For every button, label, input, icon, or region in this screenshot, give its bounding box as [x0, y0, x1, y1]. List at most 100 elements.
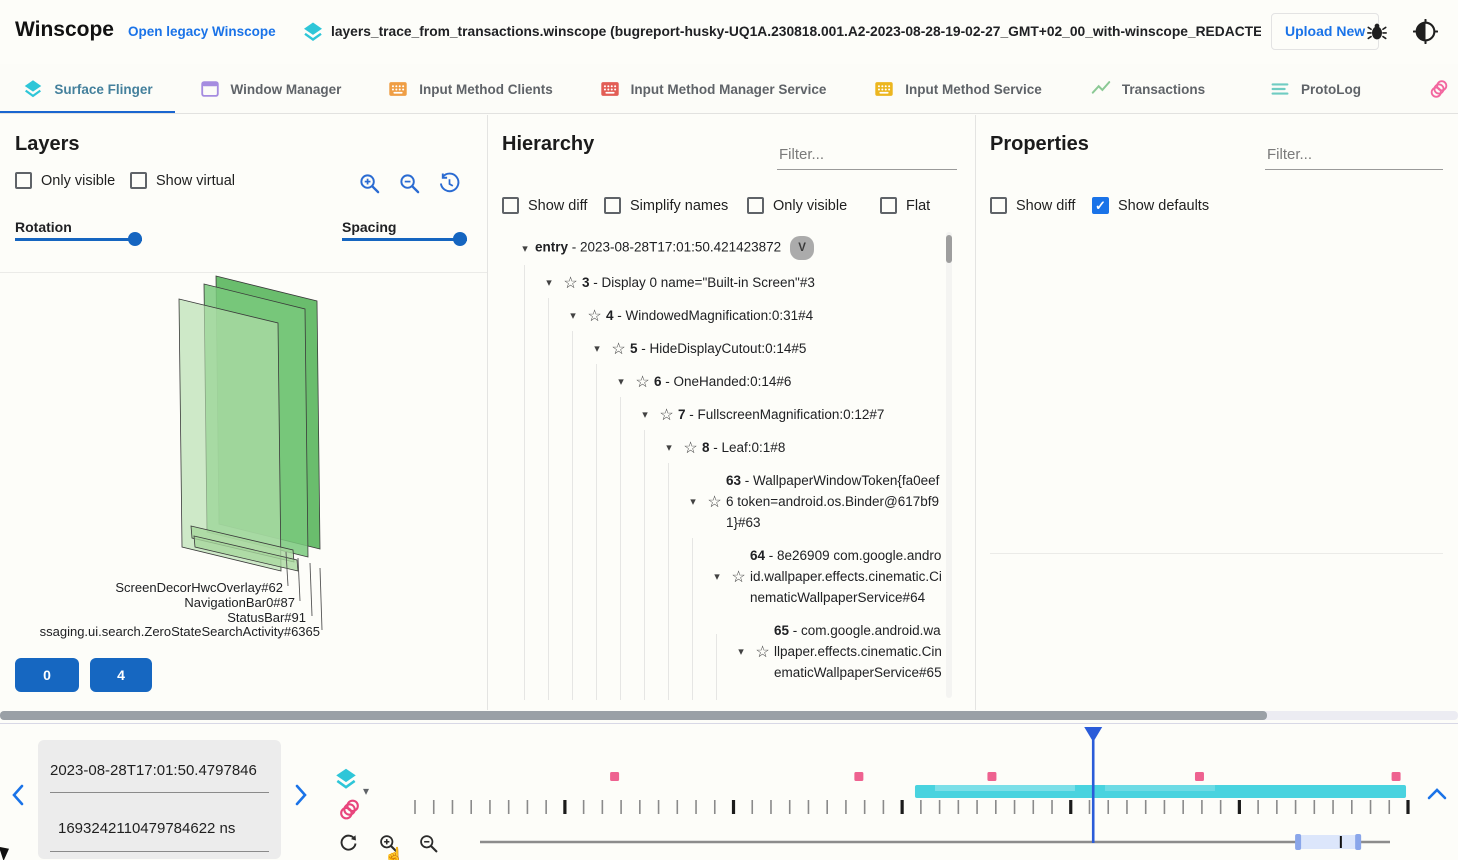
only-visible-checkbox[interactable]: Only visible: [747, 197, 847, 214]
hierarchy-filter-input[interactable]: [777, 144, 957, 170]
zoom-out-icon[interactable]: [398, 172, 421, 195]
tree-scrollbar-track[interactable]: [946, 232, 952, 698]
upload-new-button[interactable]: Upload New: [1271, 13, 1380, 50]
collapse-timeline-chevron-icon[interactable]: [1426, 786, 1448, 802]
zoom-range-selection[interactable]: [1298, 835, 1359, 849]
pin-star-icon[interactable]: ☆: [683, 439, 698, 457]
expand-arrow-icon[interactable]: ▾: [546, 277, 552, 289]
reset-view-history-icon[interactable]: [438, 172, 461, 195]
rotation-slider[interactable]: [15, 231, 142, 247]
transition-marker[interactable]: [987, 772, 997, 781]
pin-star-icon[interactable]: ☆: [659, 406, 674, 424]
display-index-button[interactable]: 0: [15, 658, 79, 692]
tree-node[interactable]: ▾ ☆ 6 - OneHanded:0:14#6: [487, 365, 943, 398]
checkbox-box[interactable]: [130, 172, 147, 189]
tree-node[interactable]: ▾ ☆ 5 - HideDisplayCutout:0:14#5: [487, 332, 943, 365]
tab-protolog[interactable]: ProtoLog: [1230, 64, 1400, 113]
zoom-range-handle[interactable]: [1295, 834, 1302, 850]
checkbox-box[interactable]: [747, 197, 764, 214]
pin-star-icon[interactable]: ☆: [755, 643, 770, 661]
properties-filter-input[interactable]: [1265, 144, 1443, 170]
tree-node[interactable]: ▾ ☆ 3 - Display 0 name="Built-in Screen"#3: [487, 266, 943, 299]
layer-rect[interactable]: [178, 298, 282, 572]
expand-arrow-icon[interactable]: ▾: [666, 442, 672, 454]
open-legacy-link[interactable]: Open legacy Winscope: [128, 24, 276, 39]
tree-scrollbar-thumb[interactable]: [946, 235, 952, 263]
tab-surface-flinger[interactable]: Surface Flinger: [0, 64, 175, 113]
transitions-trace-icon[interactable]: [337, 797, 362, 822]
timeline-zoom-out-icon[interactable]: [418, 833, 439, 854]
tree-node[interactable]: ▾ ☆ 63 - WallpaperWindowToken{fa0eef6 toke…: [487, 464, 943, 539]
slider-thumb[interactable]: [128, 232, 142, 246]
tab-input-method-clients[interactable]: Input Method Clients: [365, 64, 575, 113]
checkbox-box[interactable]: ✓: [1092, 197, 1109, 214]
next-entry-chevron-icon[interactable]: [290, 783, 310, 807]
pin-star-icon[interactable]: ☆: [635, 373, 650, 391]
expand-arrow-icon[interactable]: ▾: [642, 409, 648, 421]
expand-arrow-icon[interactable]: ▾: [570, 310, 576, 322]
expand-arrow-icon[interactable]: ▾: [690, 496, 696, 508]
tree-node[interactable]: ▾ ☆ 4 - WindowedMagnification:0:31#4: [487, 299, 943, 332]
pin-star-icon[interactable]: ☆: [731, 568, 746, 586]
timeline-zoom-in-icon[interactable]: [378, 833, 399, 854]
only-visible-checkbox[interactable]: Only visible: [15, 172, 115, 189]
layer-rect-thin[interactable]: [193, 535, 299, 572]
checkbox-box[interactable]: [880, 197, 897, 214]
playhead-handle[interactable]: [1084, 727, 1103, 742]
show-diff-checkbox[interactable]: Show diff: [990, 197, 1075, 214]
trace-dropdown-caret-icon[interactable]: ▾: [363, 784, 370, 798]
timeline-hscroll-thumb[interactable]: [0, 711, 1267, 720]
dark-mode-toggle-icon[interactable]: [1412, 18, 1439, 45]
prev-entry-chevron-icon[interactable]: [9, 783, 29, 807]
tab-window-manager[interactable]: Window Manager: [175, 64, 365, 113]
show-diff-checkbox[interactable]: Show diff: [502, 197, 587, 214]
tab-transactions[interactable]: Transactions: [1065, 64, 1230, 113]
zoom-in-icon[interactable]: [358, 172, 381, 195]
transition-marker[interactable]: [1391, 772, 1401, 781]
ns-timestamp-input[interactable]: 1693242110479784622 ns: [58, 820, 236, 837]
spacing-slider[interactable]: [342, 231, 467, 247]
zoom-range-handle[interactable]: [1355, 834, 1362, 850]
layers-3d-canvas[interactable]: [0, 272, 487, 645]
surface-flinger-trace-icon[interactable]: [333, 766, 359, 792]
expand-arrow-icon[interactable]: ▾: [738, 646, 744, 658]
transition-marker[interactable]: [854, 772, 864, 781]
checkbox-box[interactable]: [15, 172, 32, 189]
human-timestamp-input[interactable]: 2023-08-28T17:01:50.4797846: [50, 762, 257, 779]
slider-track[interactable]: [342, 238, 467, 241]
tree-node[interactable]: ▾ ☆ 8 - Leaf:0:1#8: [487, 431, 943, 464]
timeline-canvas[interactable]: [0, 710, 1458, 860]
pin-star-icon[interactable]: ☆: [587, 307, 602, 325]
pin-star-icon[interactable]: ☆: [611, 340, 626, 358]
show-defaults-checkbox[interactable]: ✓ Show defaults: [1092, 197, 1209, 214]
slider-track[interactable]: [15, 238, 142, 241]
sf-trace-bar[interactable]: [914, 785, 1407, 798]
pin-star-icon[interactable]: ☆: [707, 493, 722, 511]
pin-star-icon[interactable]: ☆: [563, 274, 578, 292]
expand-arrow-icon[interactable]: ▾: [618, 376, 624, 388]
tree-node[interactable]: ▾ ☆ 64 - 8e26909 com.google.android.wallpa…: [487, 539, 943, 614]
display-index-button[interactable]: 4: [90, 658, 152, 692]
checkbox-box[interactable]: [502, 197, 519, 214]
bug-report-icon[interactable]: [1366, 21, 1388, 43]
transition-marker[interactable]: [1194, 772, 1204, 781]
checkbox-box[interactable]: [990, 197, 1007, 214]
refresh-icon[interactable]: [338, 833, 359, 854]
tab-input-method-service[interactable]: Input Method Service: [850, 64, 1065, 113]
show-virtual-checkbox[interactable]: Show virtual: [130, 172, 235, 189]
tree-node[interactable]: ▾ ☆ 7 - FullscreenMagnification:0:12#7: [487, 398, 943, 431]
transition-marker[interactable]: [610, 772, 620, 781]
slider-thumb[interactable]: [453, 232, 467, 246]
expand-arrow-icon[interactable]: ▾: [714, 571, 720, 583]
simplify-names-checkbox[interactable]: Simplify names: [604, 197, 728, 214]
hierarchy-filter[interactable]: [777, 144, 957, 170]
flat-checkbox[interactable]: Flat: [880, 197, 930, 214]
tab-transitions[interactable]: Transitions: [1400, 64, 1458, 113]
expand-arrow-icon[interactable]: ▾: [594, 343, 600, 355]
checkbox-box[interactable]: [604, 197, 621, 214]
tree-node[interactable]: ▾ entry - 2023-08-28T17:01:50.421423872 V: [487, 230, 943, 266]
expand-arrow-icon[interactable]: ▾: [522, 242, 528, 255]
tree-node[interactable]: ▾ ☆ 65 - com.google.android.wallpaper.effe…: [487, 614, 943, 689]
properties-filter[interactable]: [1265, 144, 1443, 170]
tab-input-method-manager-service[interactable]: Input Method Manager Service: [575, 64, 850, 113]
